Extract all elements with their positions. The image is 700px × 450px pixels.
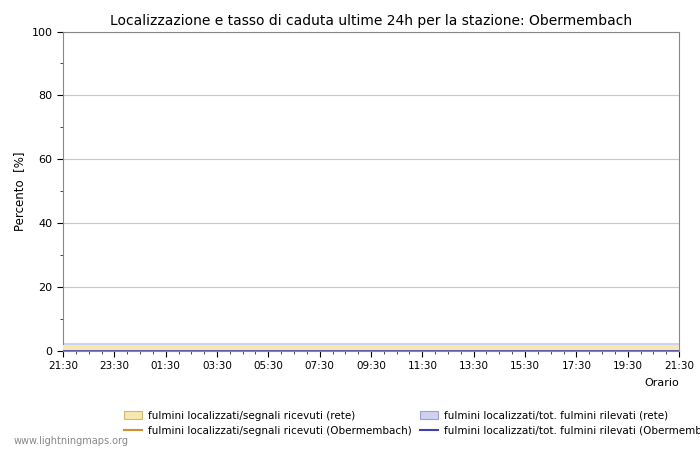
Text: www.lightningmaps.org: www.lightningmaps.org <box>14 436 129 446</box>
Title: Localizzazione e tasso di caduta ultime 24h per la stazione: Obermembach: Localizzazione e tasso di caduta ultime … <box>110 14 632 27</box>
Text: Orario: Orario <box>644 378 679 388</box>
Legend: fulmini localizzati/segnali ricevuti (rete), fulmini localizzati/segnali ricevut: fulmini localizzati/segnali ricevuti (re… <box>124 410 700 436</box>
Y-axis label: Percento  [%]: Percento [%] <box>13 152 26 231</box>
